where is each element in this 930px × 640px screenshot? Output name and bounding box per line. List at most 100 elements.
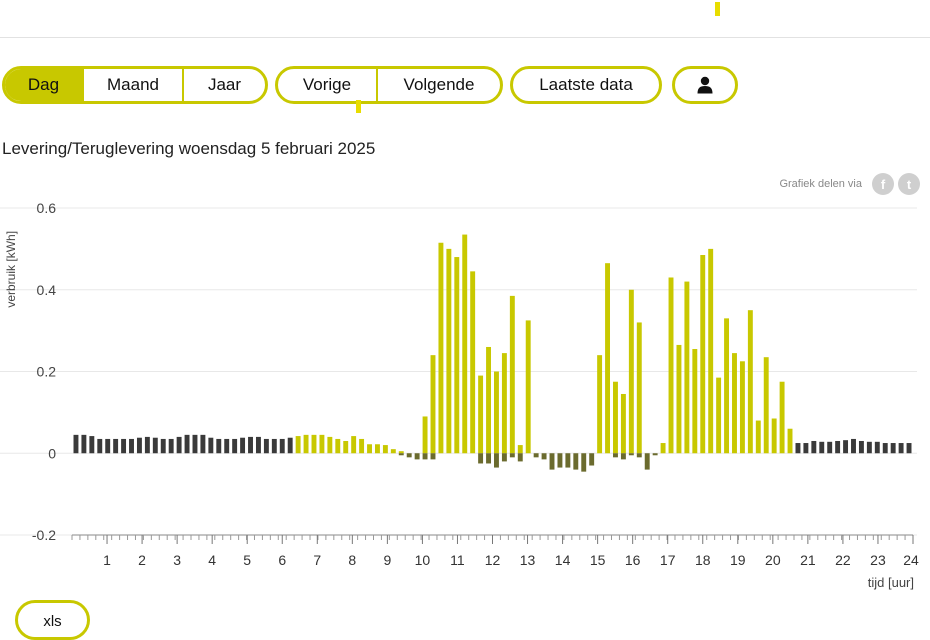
consumption-bar: [168, 438, 174, 454]
facebook-icon[interactable]: f: [872, 173, 894, 195]
y-axis-label: verbruik [kWh]: [4, 231, 18, 308]
consumption-bar: [327, 436, 333, 454]
consumption-bar: [144, 436, 150, 454]
x-tick-label: 16: [625, 552, 641, 568]
consumption-bar: [216, 438, 222, 454]
y-tick-label: 0.2: [37, 364, 57, 380]
x-tick-label: 22: [835, 552, 851, 568]
period-month-button[interactable]: Maand: [82, 69, 182, 101]
export-xls-button[interactable]: xls: [15, 600, 90, 640]
consumption-bar: [811, 440, 817, 454]
return-bar: [541, 453, 547, 460]
consumption-bar: [692, 349, 698, 454]
return-bar: [406, 453, 412, 458]
consumption-bar: [263, 438, 269, 454]
header-accent-mark: [715, 2, 720, 16]
x-tick-label: 9: [383, 552, 391, 568]
return-bar: [398, 453, 404, 456]
return-bar: [589, 453, 595, 466]
consumption-bar: [81, 434, 87, 454]
consumption-bar: [319, 434, 325, 454]
consumption-bar: [224, 438, 230, 454]
y-tick-label: 0.6: [37, 200, 57, 216]
consumption-bar: [494, 371, 499, 454]
twitter-icon[interactable]: t: [898, 173, 920, 195]
consumption-bar: [684, 281, 690, 454]
consumption-bar: [755, 420, 761, 454]
x-tick-label: 1: [103, 552, 111, 568]
latest-data-button[interactable]: Laatste data: [539, 75, 633, 94]
previous-button[interactable]: Vorige: [302, 75, 352, 94]
consumption-bar: [374, 444, 380, 454]
return-bar: [644, 453, 650, 470]
consumption-bar: [747, 310, 753, 454]
consumption-bar: [763, 357, 769, 454]
consumption-bar: [739, 361, 745, 454]
consumption-bar: [208, 437, 214, 454]
return-bar: [478, 453, 484, 464]
consumption-bar: [462, 234, 468, 454]
y-tick-label: 0: [48, 445, 56, 461]
x-tick-label: 13: [520, 552, 536, 568]
consumption-bar: [613, 381, 618, 454]
return-bar: [430, 453, 436, 460]
consumption-bar: [422, 416, 428, 454]
x-tick-label: 19: [730, 552, 746, 568]
consumption-bar: [843, 440, 849, 454]
return-bar: [533, 453, 539, 458]
consumption-bar: [795, 443, 801, 454]
next-button[interactable]: Volgende: [376, 69, 500, 101]
return-bar: [509, 453, 515, 458]
x-tick-label: 4: [208, 552, 216, 568]
return-bar: [549, 453, 555, 470]
consumption-bar: [390, 449, 396, 454]
consumption-bar: [597, 355, 603, 454]
consumption-bar: [708, 248, 714, 454]
return-bar: [628, 453, 634, 456]
consumption-bar: [517, 445, 523, 454]
consumption-bar: [105, 438, 111, 454]
x-tick-label: 21: [800, 552, 816, 568]
consumption-bar: [438, 242, 444, 454]
consumption-bar: [335, 438, 341, 454]
period-year-button[interactable]: Jaar: [182, 69, 265, 101]
x-tick-label: 12: [485, 552, 501, 568]
consumption-bar: [129, 438, 134, 454]
x-tick-label: 11: [450, 552, 465, 568]
consumption-bar: [874, 441, 880, 454]
x-axis-label: tijd [uur]: [868, 575, 914, 590]
consumption-bar: [287, 437, 293, 454]
consumption-bar: [827, 441, 833, 454]
user-button[interactable]: [675, 69, 735, 101]
consumption-bar: [470, 271, 476, 454]
consumption-bar: [486, 346, 491, 454]
consumption-bar: [152, 437, 158, 454]
consumption-bar: [200, 434, 206, 454]
consumption-bar: [660, 443, 666, 454]
consumption-bar: [311, 434, 317, 454]
consumption-bar: [676, 344, 682, 454]
consumption-bar: [866, 441, 872, 454]
consumption-bar: [271, 438, 277, 454]
consumption-bar: [605, 263, 611, 454]
focus-mark: [356, 100, 361, 113]
consumption-bar: [509, 295, 515, 454]
period-day-button[interactable]: Dag: [5, 69, 82, 101]
return-bar: [494, 453, 499, 468]
consumption-bar: [906, 443, 912, 454]
consumption-bar: [351, 436, 357, 454]
consumption-bar: [73, 434, 79, 454]
return-bar: [486, 453, 491, 464]
return-bar: [652, 453, 658, 456]
return-bar: [422, 453, 428, 460]
consumption-bar: [890, 443, 896, 454]
consumption-bar: [343, 440, 349, 454]
top-bar: [0, 0, 930, 38]
consumption-bar: [430, 355, 436, 454]
consumption-bar: [160, 438, 166, 454]
consumption-bar: [787, 428, 793, 454]
consumption-bar: [295, 436, 301, 454]
consumption-bar: [232, 438, 238, 454]
x-tick-label: 23: [870, 552, 886, 568]
